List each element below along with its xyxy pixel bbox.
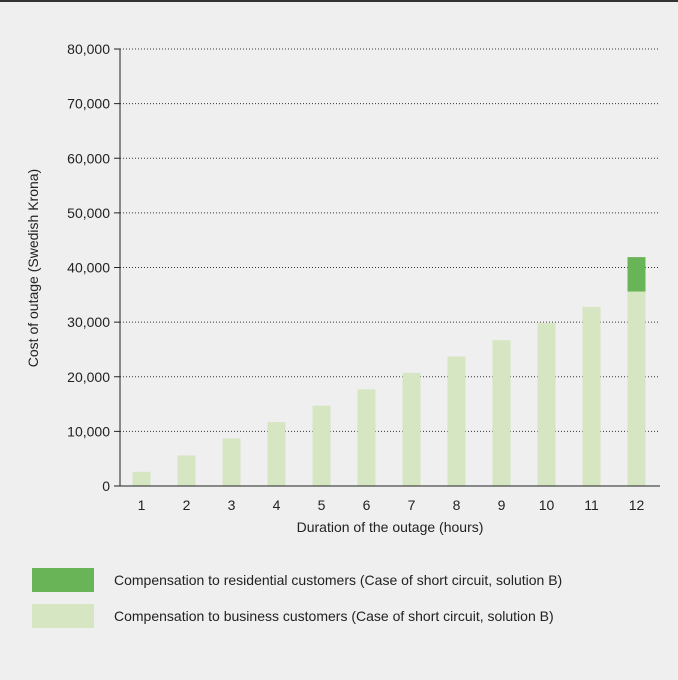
x-tick-label: 11 bbox=[584, 497, 599, 513]
bar-business bbox=[582, 306, 601, 486]
x-tick-label: 2 bbox=[183, 497, 191, 513]
x-tick-label: 6 bbox=[363, 497, 371, 513]
y-tick-label: 0 bbox=[102, 478, 110, 494]
bar-chart: 0 10,000 20,000 30,000 40,000 50,000 60,000 70,… bbox=[25, 41, 660, 535]
bar-business bbox=[402, 372, 421, 486]
y-axis-title: Cost of outage (Swedish Krona) bbox=[25, 169, 41, 367]
bar-business bbox=[222, 438, 241, 486]
y-tick-label: 40,000 bbox=[67, 260, 110, 276]
bar-business bbox=[267, 422, 286, 486]
bar-business bbox=[177, 455, 196, 486]
x-tick-label: 8 bbox=[453, 497, 461, 513]
x-tick-label: 12 bbox=[629, 497, 645, 513]
legend-label-business: Compensation to business customers (Case… bbox=[114, 608, 554, 624]
bar-business bbox=[627, 291, 646, 486]
y-tick-label: 60,000 bbox=[67, 150, 110, 166]
legend-item-residential: Compensation to residential customers (C… bbox=[32, 564, 562, 596]
bar-business bbox=[312, 405, 331, 486]
y-tick-label: 70,000 bbox=[67, 96, 110, 112]
y-tick-label: 80,000 bbox=[67, 41, 110, 57]
bar-business bbox=[447, 356, 466, 486]
y-tick-label: 20,000 bbox=[67, 369, 110, 385]
bar-business bbox=[492, 340, 511, 486]
grid-lines bbox=[120, 48, 660, 432]
x-tick-label: 1 bbox=[138, 497, 146, 513]
legend: Compensation to residential customers (C… bbox=[32, 564, 562, 636]
bars bbox=[132, 257, 646, 486]
legend-swatch-residential bbox=[32, 568, 94, 592]
bar-business bbox=[537, 323, 556, 486]
legend-swatch-business bbox=[32, 604, 94, 628]
x-tick-labels: 1 2 3 4 5 6 7 8 9 10 11 12 bbox=[138, 497, 645, 513]
x-tick-label: 3 bbox=[228, 497, 236, 513]
bar-residential bbox=[627, 257, 646, 292]
bar-business bbox=[357, 389, 376, 486]
x-tick-label: 7 bbox=[408, 497, 416, 513]
x-tick-label: 10 bbox=[539, 497, 555, 513]
legend-label-residential: Compensation to residential customers (C… bbox=[114, 572, 563, 588]
y-tick-label: 50,000 bbox=[67, 205, 110, 221]
x-tick-label: 4 bbox=[273, 497, 281, 513]
x-axis-title: Duration of the outage (hours) bbox=[297, 519, 484, 535]
y-tick-label: 30,000 bbox=[67, 314, 110, 330]
x-tick-label: 5 bbox=[318, 497, 326, 513]
legend-item-business: Compensation to business customers (Case… bbox=[32, 600, 562, 632]
y-tick-labels: 0 10,000 20,000 30,000 40,000 50,000 60,000 70,… bbox=[67, 41, 120, 494]
bar-business bbox=[132, 471, 151, 486]
x-tick-label: 9 bbox=[498, 497, 506, 513]
y-tick-label: 10,000 bbox=[67, 423, 110, 439]
